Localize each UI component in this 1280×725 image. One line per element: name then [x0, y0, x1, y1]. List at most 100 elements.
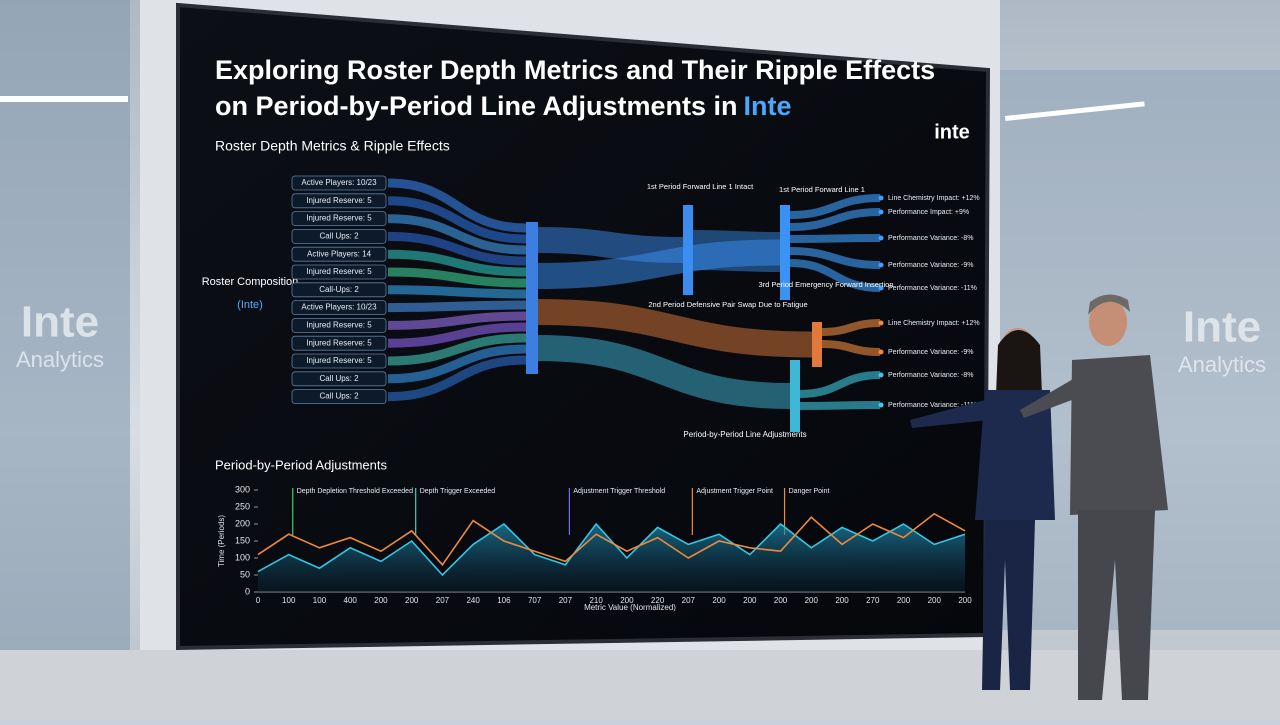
input-label: Injured Reserve: 5: [306, 267, 372, 276]
wall-logo: Inte: [1183, 303, 1261, 352]
flow-band: [387, 249, 527, 277]
input-box: [291, 371, 387, 387]
flow-band: [537, 299, 813, 358]
output-dot: [878, 372, 884, 378]
flow-band: [387, 344, 527, 384]
flow-band: [387, 355, 527, 402]
output-label: Performance Impact: +9%: [888, 209, 969, 216]
node-label: 2nd Period Defensive Pair Swap Due to Fa…: [648, 300, 807, 309]
y-tick-label: 50: [240, 569, 250, 579]
flow-band: [387, 231, 527, 266]
person-trousers: [1078, 510, 1155, 700]
flow-band: [789, 259, 881, 292]
input-box: [291, 300, 387, 316]
output-dot: [878, 195, 884, 201]
x-tick-label: 200: [712, 596, 726, 605]
x-tick-label: 200: [928, 596, 942, 605]
person-arm: [910, 400, 990, 428]
flow-band: [387, 333, 527, 366]
x-tick-label: 100: [282, 596, 296, 605]
input-box: [291, 335, 387, 351]
flow-band: [387, 311, 527, 330]
flow-band: [537, 335, 791, 409]
floor: [0, 650, 1280, 720]
annotation: Danger Point: [789, 488, 830, 495]
input-label: Active Players: 14: [307, 249, 372, 258]
annotation: Depth Trigger Exceeded: [420, 488, 496, 495]
input-label: Call Ups: 2: [319, 374, 359, 383]
flow-band: [387, 178, 527, 233]
y-tick-label: 300: [235, 484, 250, 494]
flow-band: [537, 239, 781, 289]
x-tick-label: 100: [313, 596, 327, 605]
person-hair: [996, 330, 1042, 395]
input-label: Active Players: 10/23: [301, 178, 377, 187]
input-label: Injured Reserve: 5: [306, 196, 372, 205]
screen-title-brand: Inte: [744, 91, 792, 121]
series-area: [258, 524, 965, 592]
node-label: 1st Period Forward Line 1 Intact: [647, 182, 754, 191]
output-dot: [878, 235, 884, 241]
input-label: Injured Reserve: 5: [306, 321, 372, 330]
input-box: [291, 353, 387, 369]
annotation: Adjustment Trigger Threshold: [573, 488, 665, 495]
x-tick-label: 200: [743, 596, 757, 605]
x-tick-label: 400: [344, 596, 358, 605]
input-box: [291, 193, 387, 209]
output-dot: [878, 262, 884, 268]
x-tick-label: 0: [256, 596, 261, 605]
sankey-title: Roster Depth Metrics & Ripple Effects: [215, 138, 450, 154]
flow-band: [799, 401, 881, 410]
sankey-node: [780, 205, 790, 300]
source-sub: (Inte): [237, 299, 263, 311]
input-box: [291, 264, 387, 280]
screen-title: on Period-by-Period Line Adjustments in I…: [215, 91, 792, 121]
flow-band: [789, 194, 881, 219]
output-label: Performance Variance: -8%: [888, 372, 973, 379]
output-dot: [878, 402, 884, 408]
x-tick-label: 106: [497, 596, 511, 605]
ceiling-light: [0, 96, 128, 102]
node-label: 1st Period Forward Line 1: [779, 185, 865, 194]
input-label: Injured Reserve: 5: [306, 356, 372, 365]
flow-band: [692, 230, 781, 272]
screen-title-text: on Period-by-Period Line Adjustments in: [215, 91, 738, 121]
annotation: Depth Depletion Threshold Exceeded: [297, 488, 413, 495]
screen-logo: inte: [934, 121, 970, 143]
output-dot: [878, 285, 884, 291]
node-label: 3rd Period Emergency Forward Insertion: [758, 280, 893, 289]
chart-title: Period-by-Period Adjustments: [215, 457, 387, 472]
input-box: [291, 228, 387, 244]
output-label: Performance Variance: -9%: [888, 349, 973, 356]
x-tick-label: 240: [466, 596, 480, 605]
annotation: Adjustment Trigger Point: [696, 488, 773, 495]
output-label: Performance Variance: -8%: [888, 235, 973, 242]
flow-band: [537, 227, 684, 263]
x-axis-label: Metric Value (Normalized): [584, 603, 676, 612]
output-dot: [878, 349, 884, 355]
glass-wall-left: [0, 0, 130, 650]
x-tick-label: 200: [805, 596, 819, 605]
input-box: [291, 211, 387, 227]
wall-logo-sub: Analytics: [1178, 352, 1266, 377]
x-tick-label: 207: [559, 596, 573, 605]
x-tick-label: 200: [897, 596, 911, 605]
x-tick-label: 207: [682, 596, 696, 605]
person-trousers: [982, 520, 1035, 690]
flow-band: [387, 300, 527, 313]
x-tick-label: 200: [405, 596, 419, 605]
flow-band: [387, 267, 527, 288]
x-tick-label: 207: [436, 596, 450, 605]
flow-band: [821, 340, 881, 356]
input-label: Active Players: 10/23: [301, 303, 377, 312]
input-label: Call Ups: 2: [319, 232, 359, 241]
x-tick-label: 707: [528, 596, 542, 605]
person-jacket: [975, 390, 1055, 520]
x-tick-label: 220: [651, 596, 665, 605]
y-axis-label: Time (Periods): [217, 515, 226, 567]
x-tick-label: 200: [374, 596, 388, 605]
input-box: [291, 175, 387, 191]
screen-title: Exploring Roster Depth Metrics and Their…: [215, 55, 935, 85]
x-tick-label: 270: [866, 596, 880, 605]
